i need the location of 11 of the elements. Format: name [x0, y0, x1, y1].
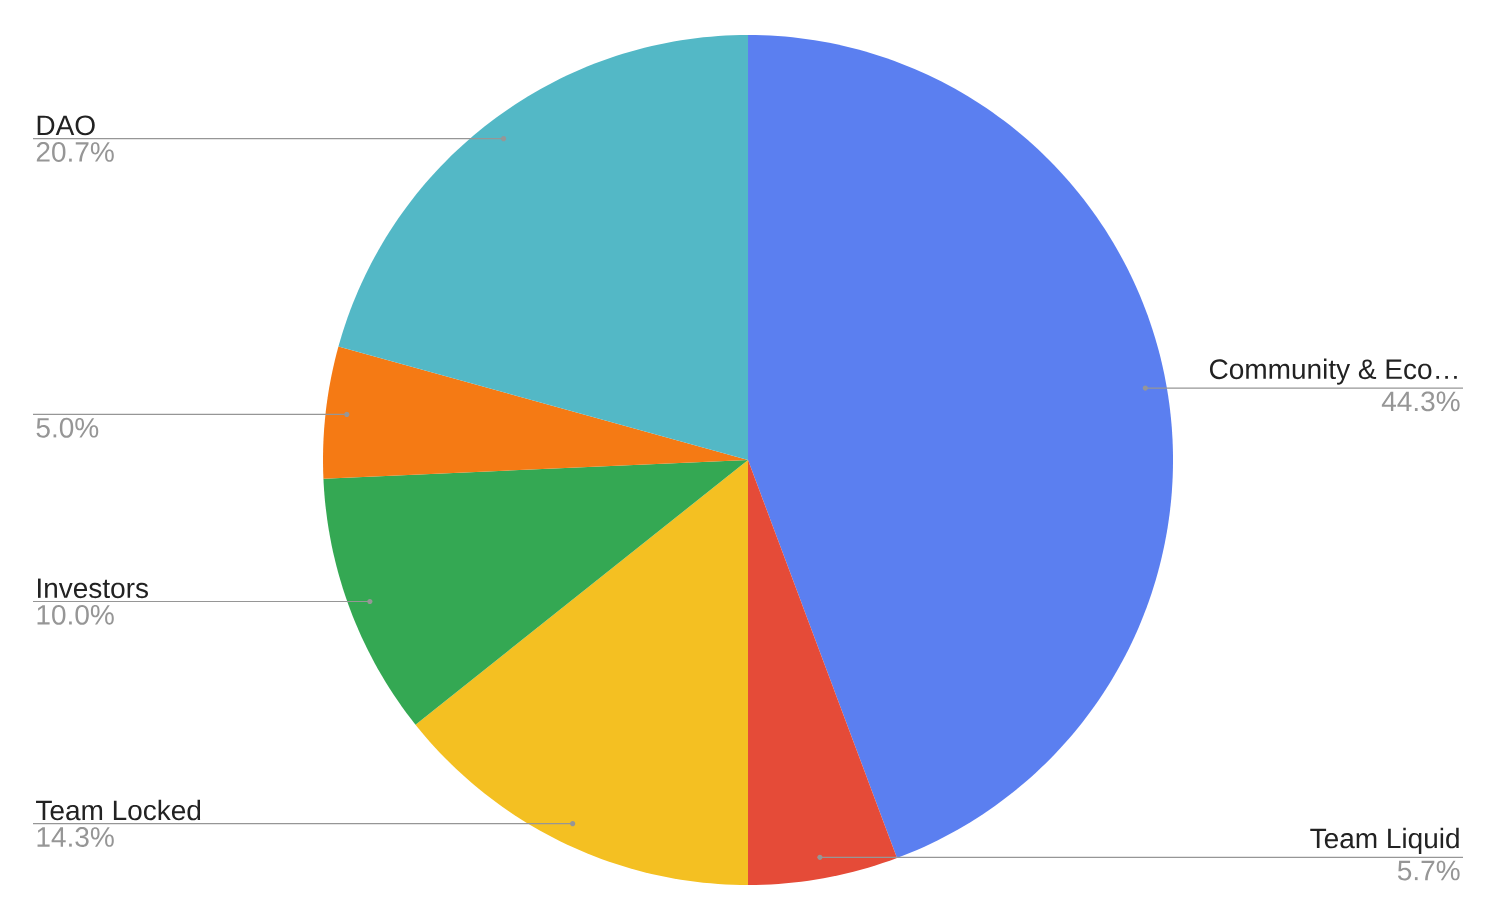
- data-label: 5.7%: [1397, 860, 1460, 881]
- slice-label: Team Locked: [36, 799, 201, 821]
- slice-label: Team Liquid: [1310, 827, 1459, 854]
- data-label: 14.3%: [37, 827, 114, 847]
- slice-label: DAO: [37, 115, 95, 136]
- data-label: 5.0%: [36, 417, 99, 438]
- data-label: 10.0%: [37, 604, 114, 625]
- data-label: 44.3%: [1381, 391, 1460, 412]
- slice-label: Community & Eco…: [1209, 358, 1457, 385]
- data-label: 20.7%: [36, 142, 114, 162]
- slice-label: Investors: [37, 578, 148, 599]
